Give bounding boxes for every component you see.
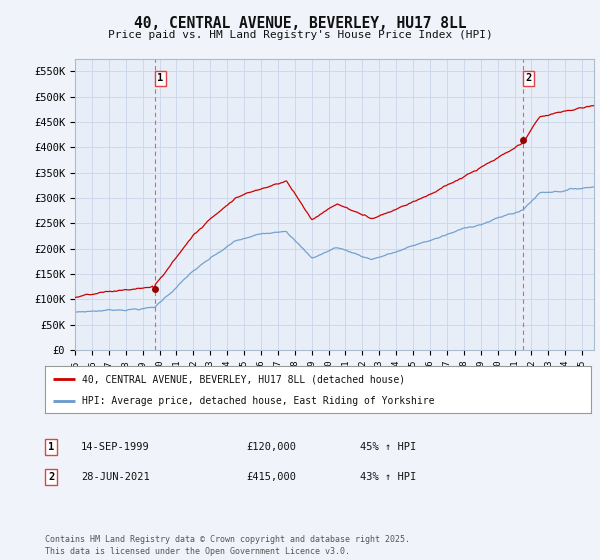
Text: £120,000: £120,000 <box>246 442 296 452</box>
Text: 45% ↑ HPI: 45% ↑ HPI <box>360 442 416 452</box>
Text: 2: 2 <box>48 472 54 482</box>
Text: Price paid vs. HM Land Registry's House Price Index (HPI): Price paid vs. HM Land Registry's House … <box>107 30 493 40</box>
Text: 1: 1 <box>157 73 163 83</box>
Text: HPI: Average price, detached house, East Riding of Yorkshire: HPI: Average price, detached house, East… <box>82 396 434 407</box>
Text: 14-SEP-1999: 14-SEP-1999 <box>81 442 150 452</box>
Text: 1: 1 <box>48 442 54 452</box>
Text: 43% ↑ HPI: 43% ↑ HPI <box>360 472 416 482</box>
Text: 2: 2 <box>526 73 532 83</box>
Text: Contains HM Land Registry data © Crown copyright and database right 2025.
This d: Contains HM Land Registry data © Crown c… <box>45 535 410 556</box>
Text: 28-JUN-2021: 28-JUN-2021 <box>81 472 150 482</box>
Text: £415,000: £415,000 <box>246 472 296 482</box>
Text: 40, CENTRAL AVENUE, BEVERLEY, HU17 8LL: 40, CENTRAL AVENUE, BEVERLEY, HU17 8LL <box>134 16 466 31</box>
Text: 40, CENTRAL AVENUE, BEVERLEY, HU17 8LL (detached house): 40, CENTRAL AVENUE, BEVERLEY, HU17 8LL (… <box>82 374 405 384</box>
